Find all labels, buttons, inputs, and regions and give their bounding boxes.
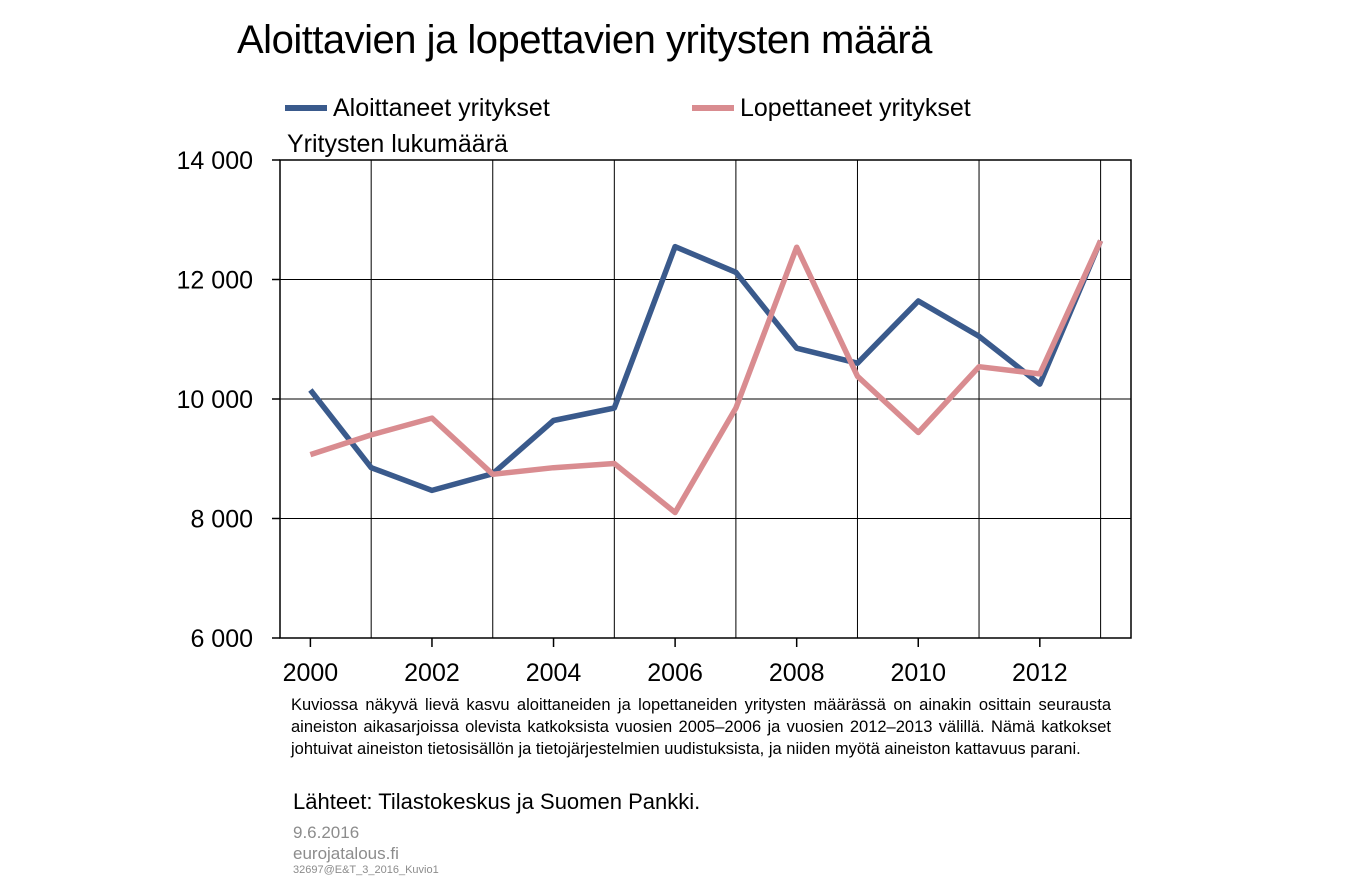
legend-label-aloittaneet: Aloittaneet yritykset [333,93,550,122]
y-tick-label: 10 000 [177,386,253,414]
legend-item-lopettaneet: Lopettaneet yritykset [692,90,971,126]
y-tick-label: 14 000 [177,147,253,175]
series-line-aloittaneet [308,239,1104,494]
legend-item-aloittaneet: Aloittaneet yritykset [285,90,550,126]
legend-label-lopettaneet: Lopettaneet yritykset [740,93,971,122]
legend-swatch-lopettaneet [692,105,734,111]
site-name: eurojatalous.fi [293,844,399,863]
y-axis-label: Yritysten lukumäärä [287,130,508,158]
y-tick-label: 12 000 [177,267,253,295]
legend-swatch-aloittaneet [285,105,327,111]
figure-code: 32697@E&T_3_2016_Kuvio1 [293,864,439,876]
x-tick-label: 2004 [526,659,582,687]
y-tick-label: 8 000 [190,506,253,534]
x-tick-label: 2002 [404,659,460,687]
x-tick-label: 2012 [1012,659,1068,687]
x-tick-label: 2006 [647,659,703,687]
chart-title: Aloittavien ja lopettavien yritysten mää… [237,18,932,62]
line-chart: 6 000 8 000 10 000 12 000 14 000 2000 2002 2004… [177,147,1132,687]
x-tick-label: 2010 [890,659,946,687]
publish-date: 9.6.2016 [293,823,360,842]
y-tick-label: 6 000 [190,625,253,653]
x-tick-label: 2008 [769,659,825,687]
source-text: Lähteet: Tilastokeskus ja Suomen Pankki. [293,789,701,814]
series-line-lopettaneet [309,239,1104,516]
footnote: Kuviossa näkyvä lievä kasvu aloittaneide… [291,696,1111,758]
x-tick-label: 2000 [283,659,339,687]
